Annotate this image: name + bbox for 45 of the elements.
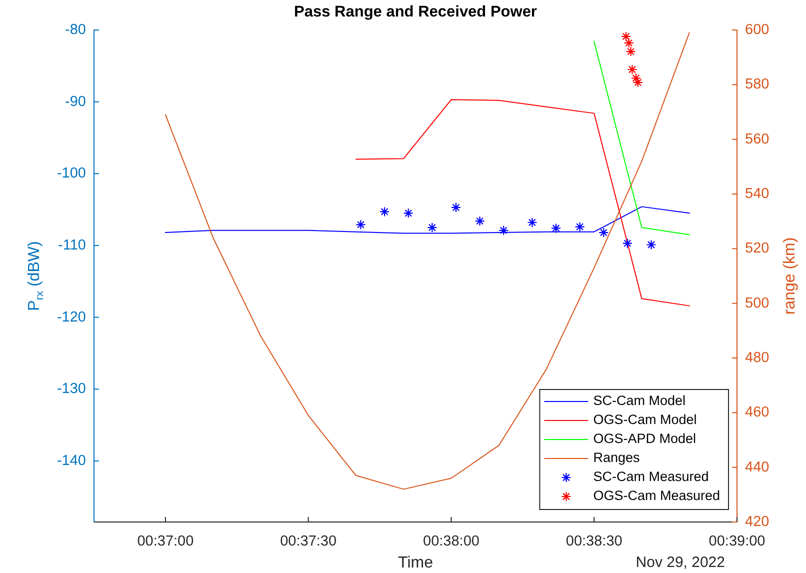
point [622,238,632,248]
x-axis-title: Time [398,554,434,572]
chart-title: Pass Range and Received Power [294,3,537,20]
legend-label: OGS-Cam Measured [593,488,720,504]
y-tick-label: -130 [56,381,86,398]
y2-tick-label: 600 [745,22,770,38]
x-tick-label: 00:38:30 [566,534,622,550]
x-tick-label: 00:37:00 [137,534,194,550]
y2-tick-label: 460 [745,404,770,421]
point [527,217,538,228]
y2-tick-label: 500 [745,295,770,312]
legend-label: Ranges [593,450,640,466]
y2-tick-label: 440 [745,459,770,476]
point [574,222,585,232]
point [598,227,609,238]
y2-tick-label: 520 [745,240,770,257]
y2-axis-title: range (km) [781,237,798,315]
point [356,220,366,230]
point [646,240,656,250]
y-tick-label: -80 [65,22,86,38]
legend-label: SC-Cam Measured [593,469,709,484]
y-tick-label: -140 [56,452,86,469]
x-tick-label: 00:37:30 [280,534,337,550]
y-tick-label: -120 [56,309,86,326]
point [450,202,462,212]
y2-tick-label: 580 [745,76,770,93]
y2-tick-label: 420 [745,514,770,530]
legend-label: SC-Cam Model [593,393,686,408]
point [550,223,562,234]
point [474,216,485,226]
text: Nov 29, 2022 [636,554,725,572]
point [379,206,390,217]
point [403,208,414,218]
y-tick-label: -100 [56,166,86,182]
y2-tick-label: 560 [745,131,770,148]
point [498,225,509,236]
x-tick-label: 00:39:00 [708,534,766,550]
legend-label: OGS-APD Model [593,431,696,446]
x-tick-label: 00:38:00 [422,534,480,550]
legend-label: OGS-Cam Model [593,412,697,428]
y-tick-label: -90 [65,94,86,110]
point [427,222,438,233]
y2-tick-label: 480 [745,350,770,366]
y-tick-label: -110 [58,237,86,254]
y2-tick-label: 540 [745,186,770,202]
